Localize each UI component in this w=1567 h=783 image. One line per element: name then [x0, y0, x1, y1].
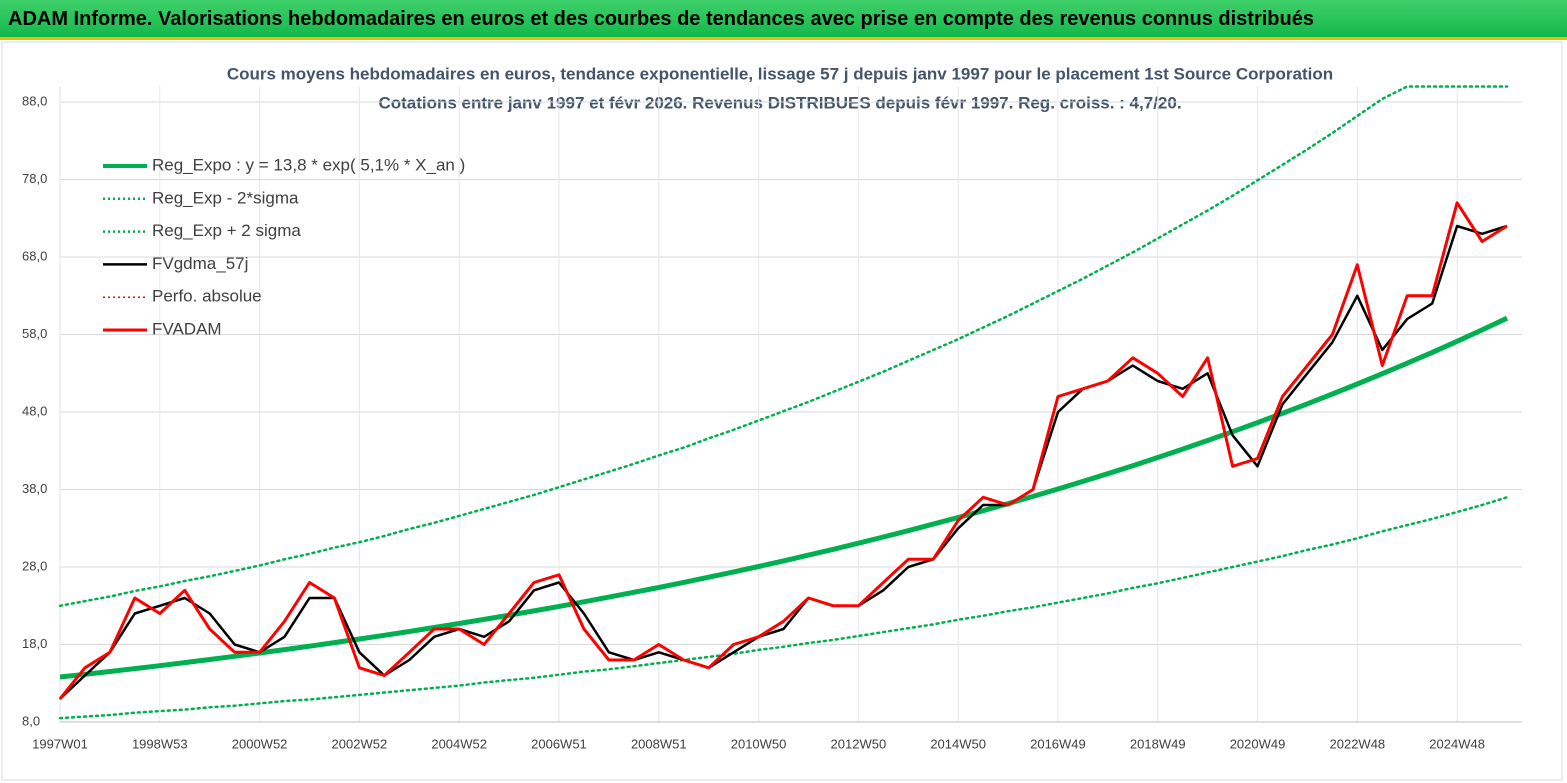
x-tick-label: 2008W51 — [631, 736, 687, 751]
header-title: ADAM Informe. Valorisations hebdomadaire… — [8, 8, 1314, 30]
x-tick-label: 2018W49 — [1130, 736, 1186, 751]
y-tick-label: 58,0 — [22, 326, 47, 341]
chart-subtitle: Cotations entre janv 1997 et févr 2026. … — [378, 93, 1181, 112]
legend-label: Reg_Exp + 2 sigma — [152, 221, 301, 240]
x-tick-label: 1997W01 — [32, 736, 88, 751]
x-tick-label: 2004W52 — [431, 736, 487, 751]
chart: Cours moyens hebdomadaires en euros, ten… — [1, 41, 1563, 781]
legend-label: Perfo. absolue — [152, 287, 262, 306]
y-tick-label: 68,0 — [22, 248, 47, 263]
series-line — [59, 315, 1509, 680]
x-tick-label: 2006W51 — [531, 736, 587, 751]
legend-label: FVgdma_57j — [152, 254, 248, 273]
header-bar: ADAM Informe. Valorisations hebdomadaire… — [0, 0, 1567, 40]
y-tick-label: 18,0 — [22, 636, 47, 651]
x-tick-label: 2002W52 — [332, 736, 388, 751]
y-tick-label: 48,0 — [22, 403, 47, 418]
legend-label: Reg_Exp - 2*sigma — [152, 188, 299, 207]
x-tick-label: 2020W49 — [1230, 736, 1286, 751]
x-tick-label: 1998W53 — [132, 736, 188, 751]
chart-frame — [1, 41, 1563, 781]
x-tick-label: 2016W49 — [1030, 736, 1086, 751]
x-tick-label: 2010W50 — [731, 736, 787, 751]
x-tick-label: 2022W48 — [1330, 736, 1386, 751]
series-line — [58, 496, 1509, 720]
y-tick-label: 88,0 — [22, 93, 47, 108]
y-tick-label: 38,0 — [22, 481, 47, 496]
series-line — [58, 85, 1509, 608]
x-tick-label: 2000W52 — [232, 736, 288, 751]
x-tick-label: 2012W50 — [831, 736, 887, 751]
x-tick-label: 2014W50 — [930, 736, 986, 751]
chart-title: Cours moyens hebdomadaires en euros, ten… — [227, 64, 1333, 83]
legend-label: Reg_Expo : y = 13,8 * exp( 5,1% * X_an ) — [152, 155, 465, 174]
y-tick-label: 78,0 — [22, 171, 47, 186]
legend-label: FVADAM — [152, 319, 222, 338]
y-tick-label: 8,0 — [22, 713, 40, 728]
x-tick-label: 2024W48 — [1429, 736, 1485, 751]
y-tick-label: 28,0 — [22, 558, 47, 573]
series-line — [58, 201, 1508, 700]
series-line — [59, 224, 1508, 700]
